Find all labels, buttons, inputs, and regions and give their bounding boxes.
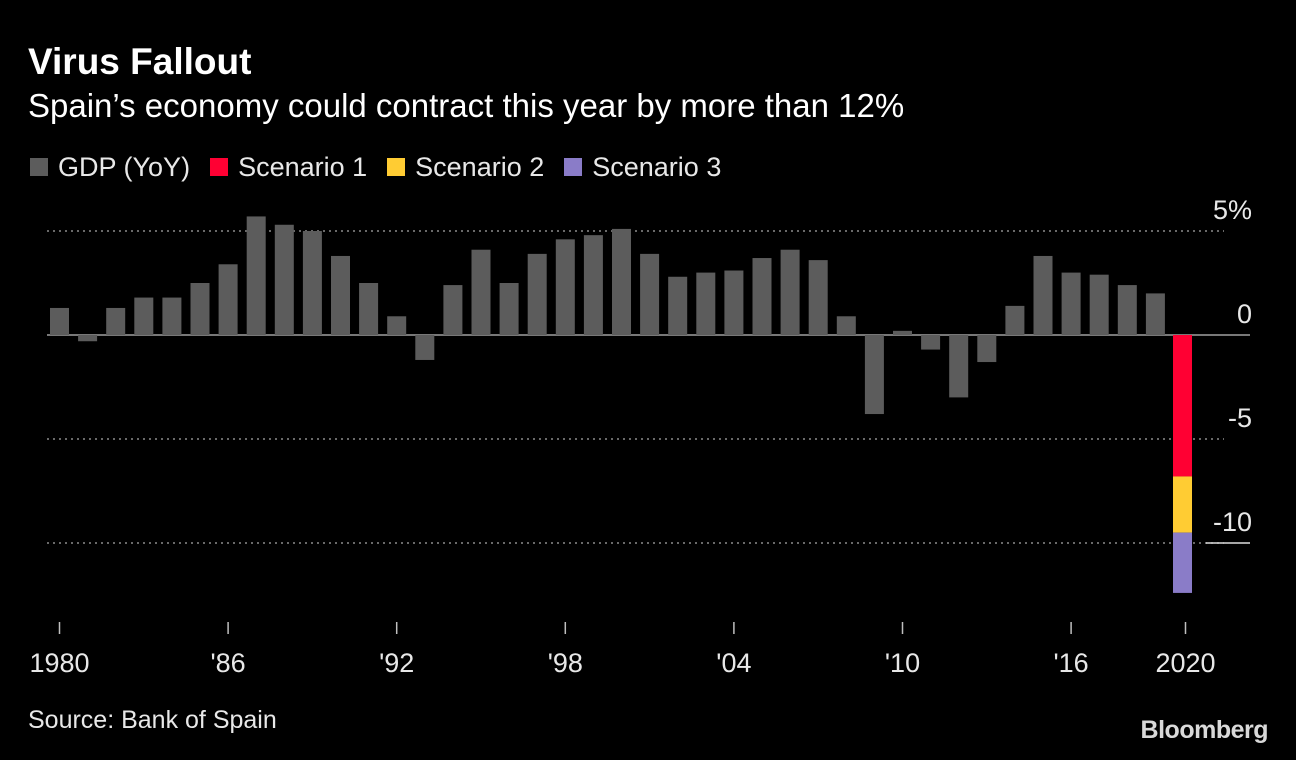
bar-gdp-2009 xyxy=(864,335,884,415)
legend-label-scenario-1: Scenario 1 xyxy=(238,151,368,182)
bar-gdp-1988 xyxy=(274,224,294,335)
bars-layer xyxy=(50,216,1192,593)
x-tick-label: '98 xyxy=(548,648,583,678)
bar-gdp-1985 xyxy=(190,283,210,335)
legend-item-gdp: GDP (YoY) xyxy=(30,152,190,183)
bar-gdp-1993 xyxy=(415,335,435,360)
bar-gdp-2016 xyxy=(1061,272,1081,335)
bar-gdp-1999 xyxy=(583,235,603,335)
bar-gdp-1987 xyxy=(246,216,266,335)
legend-swatch-gdp xyxy=(30,158,48,176)
bar-gdp-2005 xyxy=(752,258,772,335)
bar-gdp-1982 xyxy=(106,307,126,335)
bar-gdp-2018 xyxy=(1117,285,1137,335)
bar-gdp-1980 xyxy=(50,307,69,335)
bar-gdp-1994 xyxy=(443,285,463,335)
y-tick-label: -10 xyxy=(1213,507,1252,537)
bar-gdp-2000 xyxy=(612,228,631,335)
bar-gdp-1992 xyxy=(387,316,407,335)
x-tick-label: '86 xyxy=(211,648,246,678)
axis-layer: 5% 0 -5 -10 1980 '86 '92 '98 '04 '10 '16 2020 xyxy=(29,195,1252,678)
bar-gdp-1986 xyxy=(218,264,238,335)
x-tick-label: '04 xyxy=(716,648,751,678)
legend-swatch-scenario-1 xyxy=(210,158,229,176)
chart-subtitle: Spain’s economy could contract this year… xyxy=(28,87,905,124)
legend-item-scenario-2: Scenario 2 xyxy=(387,152,544,183)
x-tick-label: '10 xyxy=(885,648,920,678)
bar-gdp-2008 xyxy=(836,316,856,335)
bar-gdp-2015 xyxy=(1033,255,1053,335)
legend-item-scenario-3: Scenario 3 xyxy=(564,152,721,183)
legend-swatch-scenario-3 xyxy=(564,158,583,176)
bar-gdp-2012 xyxy=(949,335,969,398)
x-tick-label: 2020 xyxy=(1155,648,1215,678)
x-tick-label: '16 xyxy=(1054,648,1089,678)
bar-gdp-1990 xyxy=(331,255,350,335)
bar-gdp-2007 xyxy=(808,260,828,335)
bar-gdp-1984 xyxy=(162,297,182,335)
chart-legend: GDP (YoY) Scenario 1 Scenario 2 Scenario… xyxy=(30,150,741,184)
bar-gdp-2019 xyxy=(1145,293,1165,335)
x-tick-label: 1980 xyxy=(29,648,89,678)
legend-swatch-scenario-2 xyxy=(387,158,406,176)
legend-item-scenario-1: Scenario 1 xyxy=(210,152,367,183)
bar-gdp-2004 xyxy=(724,270,744,335)
bar-gdp-2002 xyxy=(668,276,688,335)
chart-title: Virus Fallout xyxy=(28,41,252,82)
bar-gdp-1997 xyxy=(527,253,547,335)
bar-gdp-1995 xyxy=(471,249,491,335)
legend-label-scenario-2: Scenario 2 xyxy=(415,151,545,182)
bar-gdp-1981 xyxy=(78,335,98,342)
bar-scenario-1 xyxy=(1173,335,1192,477)
y-tick-label: -5 xyxy=(1228,403,1252,433)
bar-gdp-1998 xyxy=(555,239,575,335)
bar-scenario-3 xyxy=(1173,532,1192,593)
legend-label-gdp: GDP (YoY) xyxy=(58,151,191,182)
y-tick-label: 5% xyxy=(1213,195,1252,225)
y-tick-label: 0 xyxy=(1237,299,1252,329)
bar-gdp-1996 xyxy=(499,283,519,335)
source-note: Source: Bank of Spain xyxy=(28,706,277,734)
bar-gdp-2003 xyxy=(696,272,716,335)
bar-gdp-2014 xyxy=(1005,305,1025,335)
bar-gdp-1989 xyxy=(302,231,322,335)
bar-gdp-2010 xyxy=(893,330,912,335)
bar-gdp-1983 xyxy=(134,297,154,335)
bar-gdp-2006 xyxy=(780,249,800,335)
bar-gdp-2011 xyxy=(921,335,941,350)
bloomberg-logo: Bloomberg xyxy=(1140,716,1269,744)
bar-scenario-2 xyxy=(1173,476,1192,533)
bar-gdp-2017 xyxy=(1089,274,1109,335)
bar-gdp-1991 xyxy=(359,283,379,335)
legend-label-scenario-3: Scenario 3 xyxy=(592,151,722,182)
bar-gdp-2001 xyxy=(640,253,660,335)
x-tick-label: '92 xyxy=(379,648,414,678)
bar-gdp-2013 xyxy=(977,335,997,363)
